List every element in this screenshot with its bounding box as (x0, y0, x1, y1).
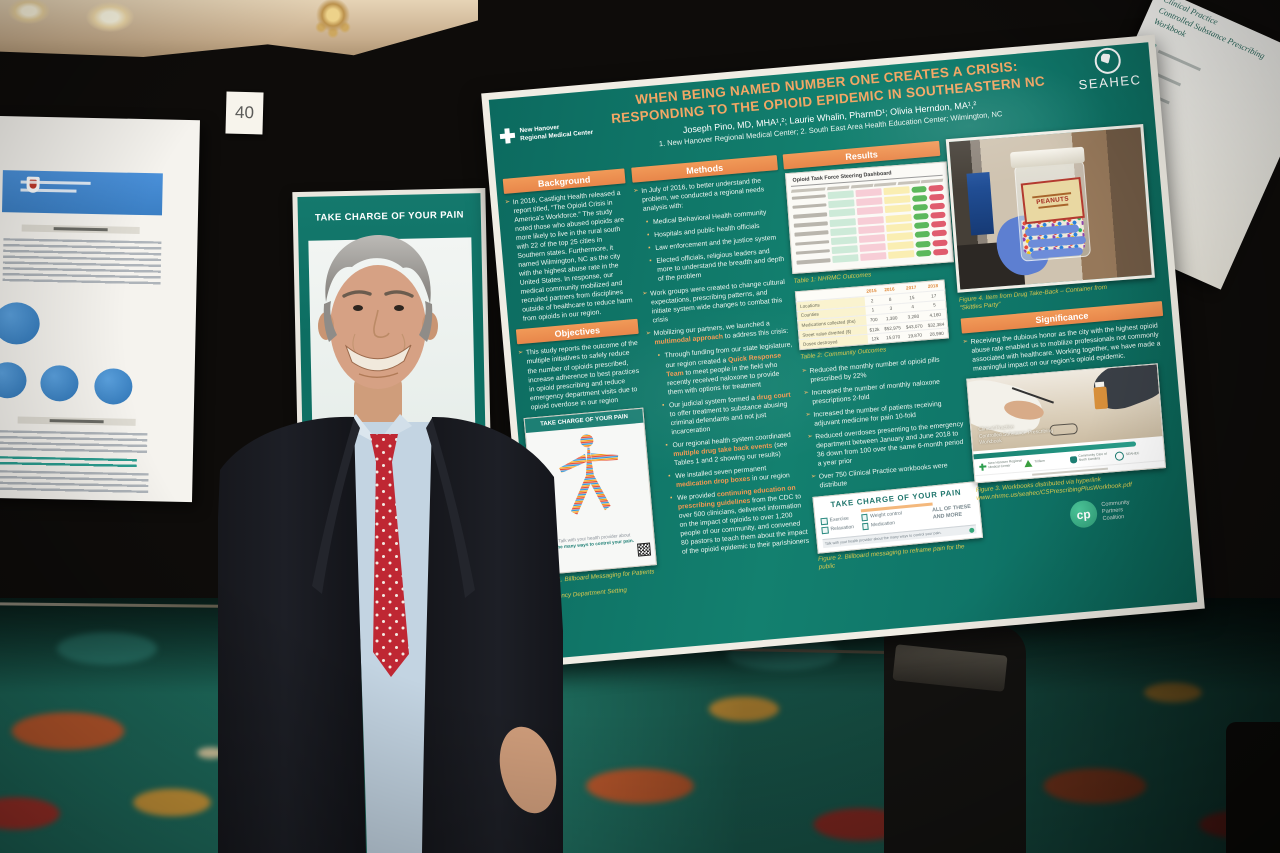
presenter-person (218, 235, 563, 853)
community-care-mini-logo: Community Care of North Carolina (1069, 452, 1113, 464)
tie-knot (370, 434, 398, 462)
glasses (1049, 423, 1079, 437)
billboard-option: Medication (861, 520, 903, 530)
tie (373, 462, 409, 677)
ceiling (0, 0, 478, 57)
banner-title: TAKE CHARGE OF YOUR PAIN (314, 209, 464, 224)
shield-icon (1069, 456, 1078, 464)
nhrmc-mini-logo: New Hanover Regional Medical Center (979, 459, 1023, 471)
triangle-icon (1024, 459, 1033, 468)
billboard-option: Exercise (820, 515, 853, 525)
community-partners-logo: cp Community Partners Coalition (1069, 493, 1181, 530)
billboard-option-all: ALL OF THESE AND MORE (931, 504, 972, 521)
lower-lip (358, 372, 399, 378)
flow-circle (0, 301, 41, 345)
eye (394, 305, 404, 311)
hair (325, 235, 431, 304)
swirl-icon (1114, 451, 1125, 461)
pill-bottle (1093, 386, 1109, 410)
smile (344, 344, 412, 372)
flow-circle (40, 364, 79, 402)
checkbox-icon (861, 522, 869, 530)
suit-lapel (312, 418, 360, 594)
flow-circle (0, 361, 27, 399)
checkbox-icon (821, 526, 829, 534)
method-sub-bullet: We provided continuing education on pres… (669, 483, 811, 558)
research-poster: New Hanover Regional Medical Center WHEN… (481, 34, 1205, 668)
seahec-swirl-icon (1094, 46, 1123, 75)
word-art-figure (559, 433, 619, 515)
neighbor-poster-left (0, 115, 200, 503)
figure3-workbook: Clinical Practice Controlled Substance P… (966, 363, 1167, 484)
ceiling-light (8, 0, 50, 24)
trillium-mini-logo: Trillium (1024, 457, 1068, 468)
seahec-logo: SEAHEC (1076, 45, 1142, 92)
outcomes-table: 2015 2016 2017 2018 Locations 2 8 15 17 Counties 1… (794, 279, 950, 350)
method-sub-bullet: Our judicial system formed a drug court … (661, 390, 801, 438)
eye (353, 305, 363, 311)
seahec-mini-logo: SEAHEC (1114, 448, 1160, 461)
checkbox-icon (820, 517, 828, 525)
cp-circle-icon: cp (1069, 499, 1099, 530)
background-silhouette (1226, 722, 1280, 853)
board-number: 40 (234, 102, 255, 123)
figure1-flyer: TAKE CHARGE OF YOUR PAIN (523, 407, 657, 576)
nose (373, 309, 390, 338)
checkbox-icon (860, 513, 869, 522)
medical-cross-icon (499, 127, 516, 145)
hand (499, 726, 557, 814)
green-cross-icon (979, 463, 987, 471)
board-number-card: 40 (225, 91, 264, 135)
workbook-title: Clinical Practice Controlled Substance P… (978, 424, 1054, 447)
hair-side (323, 301, 337, 342)
qr-code (636, 542, 652, 557)
suit-lapel (426, 418, 475, 598)
flow-circle (94, 368, 133, 405)
eyebrow (384, 290, 414, 298)
figure4-photo: PEANUTS (945, 124, 1155, 293)
billboard-logo-dot (969, 527, 975, 533)
neighbor-poster-header (2, 170, 163, 216)
dashboard-table: Opioid Task Force Steering Dashboard (784, 161, 954, 274)
billboard-option: Relaxation (821, 524, 854, 534)
method-sub-bullet: Through funding from our state legislatu… (656, 341, 796, 398)
eyebrow (342, 290, 372, 298)
blue-box (966, 171, 995, 236)
chandelier (306, 0, 360, 44)
workbook-cover-photo: Clinical Practice Controlled Substance P… (967, 364, 1163, 452)
ceiling-light (86, 2, 134, 32)
jar-label: PEANUTS (1020, 176, 1085, 225)
hair-side (419, 301, 433, 342)
